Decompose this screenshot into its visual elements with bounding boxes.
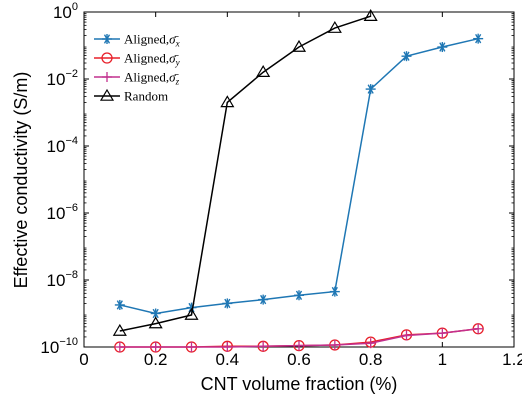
marker-triangle — [220, 95, 235, 108]
data-point — [294, 290, 304, 301]
legend-entry: Aligned,σ̄y — [94, 51, 180, 68]
data-point — [294, 340, 304, 351]
x-tick-label: 0.4 — [216, 350, 240, 369]
y-tick-label: 10−6 — [47, 202, 78, 223]
legend-label-subscript: y — [175, 58, 180, 68]
marker-circle — [101, 52, 113, 64]
series-layer — [112, 9, 484, 353]
y-tick-power: −8 — [65, 269, 78, 281]
y-tick-power: −6 — [65, 202, 78, 214]
legend-label: Aligned,σ̄y — [124, 51, 180, 68]
y-axis-title: Effective conductivity (S/m) — [11, 72, 31, 289]
series-3 — [112, 9, 378, 336]
x-tick-label: 0.8 — [359, 350, 383, 369]
data-point — [401, 51, 412, 62]
marker-triangle — [112, 323, 127, 336]
marker-triangle — [363, 9, 378, 21]
legend-entry: Aligned,σ̄z — [94, 70, 180, 87]
marker-triangle — [327, 20, 342, 33]
y-tick-label: 10−4 — [47, 135, 78, 156]
data-point — [114, 299, 125, 310]
data-point — [222, 342, 233, 352]
data-point — [291, 39, 307, 52]
y-tick-power: −2 — [65, 68, 78, 80]
y-tick-base: 10 — [47, 204, 66, 223]
legend-label-symbol: σ̄ — [169, 32, 179, 47]
marker-triangle — [291, 39, 307, 52]
x-axis-title: CNT volume fraction (%) — [201, 374, 398, 394]
y-tick-base: 10 — [53, 3, 72, 22]
y-tick-power: 0 — [72, 1, 78, 13]
data-point — [112, 323, 127, 336]
legend-label-base: Random — [124, 89, 168, 104]
data-point — [365, 338, 376, 349]
legend-label-symbol: σ̄ — [169, 70, 179, 85]
data-point — [222, 298, 233, 309]
x-tick-label: 0.2 — [144, 350, 168, 369]
data-point — [437, 42, 448, 53]
data-point — [437, 328, 448, 339]
legend-label: Aligned,σ̄z — [124, 70, 180, 87]
marker-triangle — [148, 316, 163, 329]
legend-marker — [102, 34, 112, 44]
x-tick-label: 1 — [438, 350, 447, 369]
y-tick-power: −4 — [65, 135, 78, 147]
y-tick-power: −10 — [59, 336, 78, 348]
marker-triangle — [184, 307, 199, 320]
legend-marker — [102, 72, 112, 82]
data-point — [258, 294, 269, 305]
legend-entry: Aligned,σ̄x — [94, 32, 180, 49]
data-point — [220, 95, 235, 108]
y-tick-label: 10−10 — [40, 336, 78, 357]
data-point — [258, 341, 269, 352]
legend-label-base: Aligned, — [124, 32, 169, 47]
x-tick-label: 1.2 — [502, 350, 522, 369]
ticks: 0 0.2 0.4 0.6 0.8 1 1.210−1010−810−610−410−210… — [40, 1, 522, 369]
data-point — [327, 20, 342, 33]
data-point — [186, 342, 197, 352]
series-0 — [114, 33, 484, 319]
y-tick-base: 10 — [40, 338, 59, 357]
legend-label-symbol: σ̄ — [169, 51, 179, 66]
y-tick-label: 100 — [53, 1, 78, 22]
y-tick-base: 10 — [47, 137, 66, 156]
y-tick-label: 10−8 — [47, 269, 78, 290]
marker-triangle — [256, 64, 271, 77]
data-point — [150, 342, 161, 352]
y-tick-base: 10 — [47, 271, 66, 290]
data-point — [329, 339, 340, 350]
data-point — [184, 307, 199, 320]
marker-triangle — [99, 88, 115, 101]
legend-marker — [99, 88, 115, 101]
y-tick-label: 10−2 — [47, 68, 78, 89]
legend-label-base: Aligned, — [124, 70, 169, 85]
legend-label-subscript: z — [175, 77, 180, 87]
legend-label: Random — [124, 89, 168, 104]
legend-marker — [101, 52, 113, 64]
y-tick-base: 10 — [47, 70, 66, 89]
data-point — [114, 342, 125, 352]
data-point — [150, 308, 161, 319]
data-point — [365, 84, 376, 95]
data-point — [148, 316, 163, 329]
legend-label: Aligned,σ̄x — [124, 32, 180, 49]
legend-label-base: Aligned, — [124, 51, 169, 66]
data-point — [473, 33, 484, 44]
data-point — [256, 64, 271, 77]
legend-entry: Random — [94, 89, 168, 104]
x-tick-label: 0.6 — [287, 350, 311, 369]
legend-label-subscript: x — [175, 39, 180, 49]
data-point — [329, 286, 340, 297]
data-point — [473, 323, 484, 334]
data-point — [363, 9, 378, 21]
series-2 — [114, 323, 484, 352]
data-point — [401, 330, 412, 341]
x-tick-label: 0 — [79, 350, 88, 369]
